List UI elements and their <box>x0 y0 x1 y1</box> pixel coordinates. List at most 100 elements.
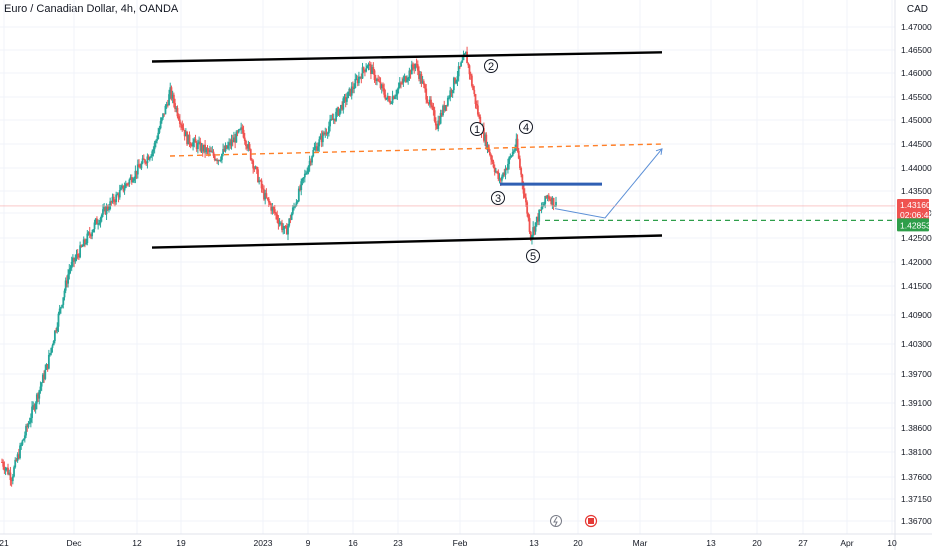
candle-body <box>246 146 249 149</box>
candle-body <box>62 297 65 305</box>
candle-body <box>425 88 428 100</box>
candle-body <box>424 84 426 89</box>
candle-body <box>514 147 517 151</box>
candle-body <box>550 199 553 205</box>
x-tick-label: 10 <box>887 538 897 548</box>
projection-line <box>554 148 663 219</box>
wave-5-label: 5 <box>530 251 536 263</box>
candle-body <box>288 218 291 226</box>
candle-body <box>329 119 331 127</box>
candle-body <box>112 196 115 202</box>
candle-body <box>32 405 35 407</box>
candle-body <box>484 134 486 141</box>
candle-body <box>230 139 233 146</box>
candle-body <box>91 232 94 237</box>
candle-body <box>162 113 164 118</box>
candle-body <box>308 160 311 167</box>
candle-body <box>344 97 347 102</box>
candle-body <box>339 104 342 109</box>
candle-body <box>474 94 477 105</box>
last-price-value: 1.43160 <box>900 200 931 210</box>
candle-body <box>440 113 443 116</box>
candle-body <box>202 144 205 152</box>
candle-body <box>434 121 437 126</box>
candle-body <box>510 155 513 157</box>
candle-body <box>296 201 299 203</box>
candle-body <box>265 193 268 198</box>
candle-body <box>306 172 309 174</box>
candle-body <box>234 137 237 143</box>
candle-body <box>325 132 328 134</box>
candle-body <box>502 172 505 177</box>
candle-body <box>153 142 156 150</box>
candle-body <box>22 438 25 441</box>
candle-body <box>172 94 175 104</box>
candle-body <box>311 156 313 163</box>
candle-body <box>15 459 18 461</box>
wave-1-circle <box>470 122 484 136</box>
candle-body <box>209 150 211 152</box>
candle-body <box>409 70 412 75</box>
candle-body <box>257 169 259 183</box>
candle-body <box>53 330 56 342</box>
candle-body <box>277 219 280 225</box>
candle-body <box>221 153 223 160</box>
candle-body <box>242 129 245 138</box>
candle-body <box>82 239 85 247</box>
candle-body <box>50 347 53 354</box>
candle-body <box>189 143 192 146</box>
candle-body <box>114 201 116 203</box>
candle-body <box>29 418 32 423</box>
candle-body <box>300 181 303 190</box>
candle-body <box>438 120 441 124</box>
candle-body <box>485 134 488 149</box>
candle-body <box>398 82 401 87</box>
candle-body <box>23 435 26 439</box>
candle-body <box>129 177 132 180</box>
y-tick-label: 1.39700 <box>901 369 932 379</box>
candle-body <box>194 138 197 143</box>
candle-body <box>57 313 60 327</box>
candle-body <box>522 184 525 194</box>
candle-body <box>206 148 209 150</box>
x-tick-label: Apr <box>840 538 853 548</box>
candle-body <box>87 232 90 234</box>
candle-body <box>497 171 500 179</box>
candle-body <box>320 135 323 143</box>
y-tick-label: 1.46000 <box>901 68 932 78</box>
x-tick-label: 21 <box>0 538 9 548</box>
candle-body <box>10 480 13 482</box>
candle-body <box>317 146 319 151</box>
candle-body <box>473 89 476 95</box>
candle-body <box>140 163 143 169</box>
candle-body <box>452 77 455 91</box>
x-tick-label: 2023 <box>254 538 273 548</box>
candle-body <box>489 152 491 155</box>
candle-body <box>3 466 6 471</box>
candle-body <box>466 51 468 64</box>
candle-body <box>211 151 214 153</box>
candle-body <box>294 205 297 207</box>
candle-body <box>517 150 520 159</box>
candle-body <box>478 114 480 117</box>
candle-body <box>327 126 330 134</box>
x-tick-label: 9 <box>306 538 311 548</box>
candle-body <box>156 139 158 141</box>
candle-body <box>386 96 389 98</box>
candle-body <box>74 258 77 262</box>
candle-body <box>2 462 5 467</box>
candle-body <box>401 82 404 84</box>
candle-body <box>122 185 125 191</box>
candle-body <box>103 207 106 210</box>
candle-body <box>150 156 152 158</box>
candle-body <box>451 90 454 93</box>
candle-body <box>85 243 88 245</box>
candle-body <box>251 159 253 161</box>
candle-body <box>391 96 394 104</box>
candle-body <box>193 138 196 143</box>
dividend-glyph-icon <box>588 518 594 524</box>
candle-body <box>56 326 59 331</box>
candle-body <box>139 167 142 169</box>
y-tick-label: 1.37600 <box>901 472 932 482</box>
